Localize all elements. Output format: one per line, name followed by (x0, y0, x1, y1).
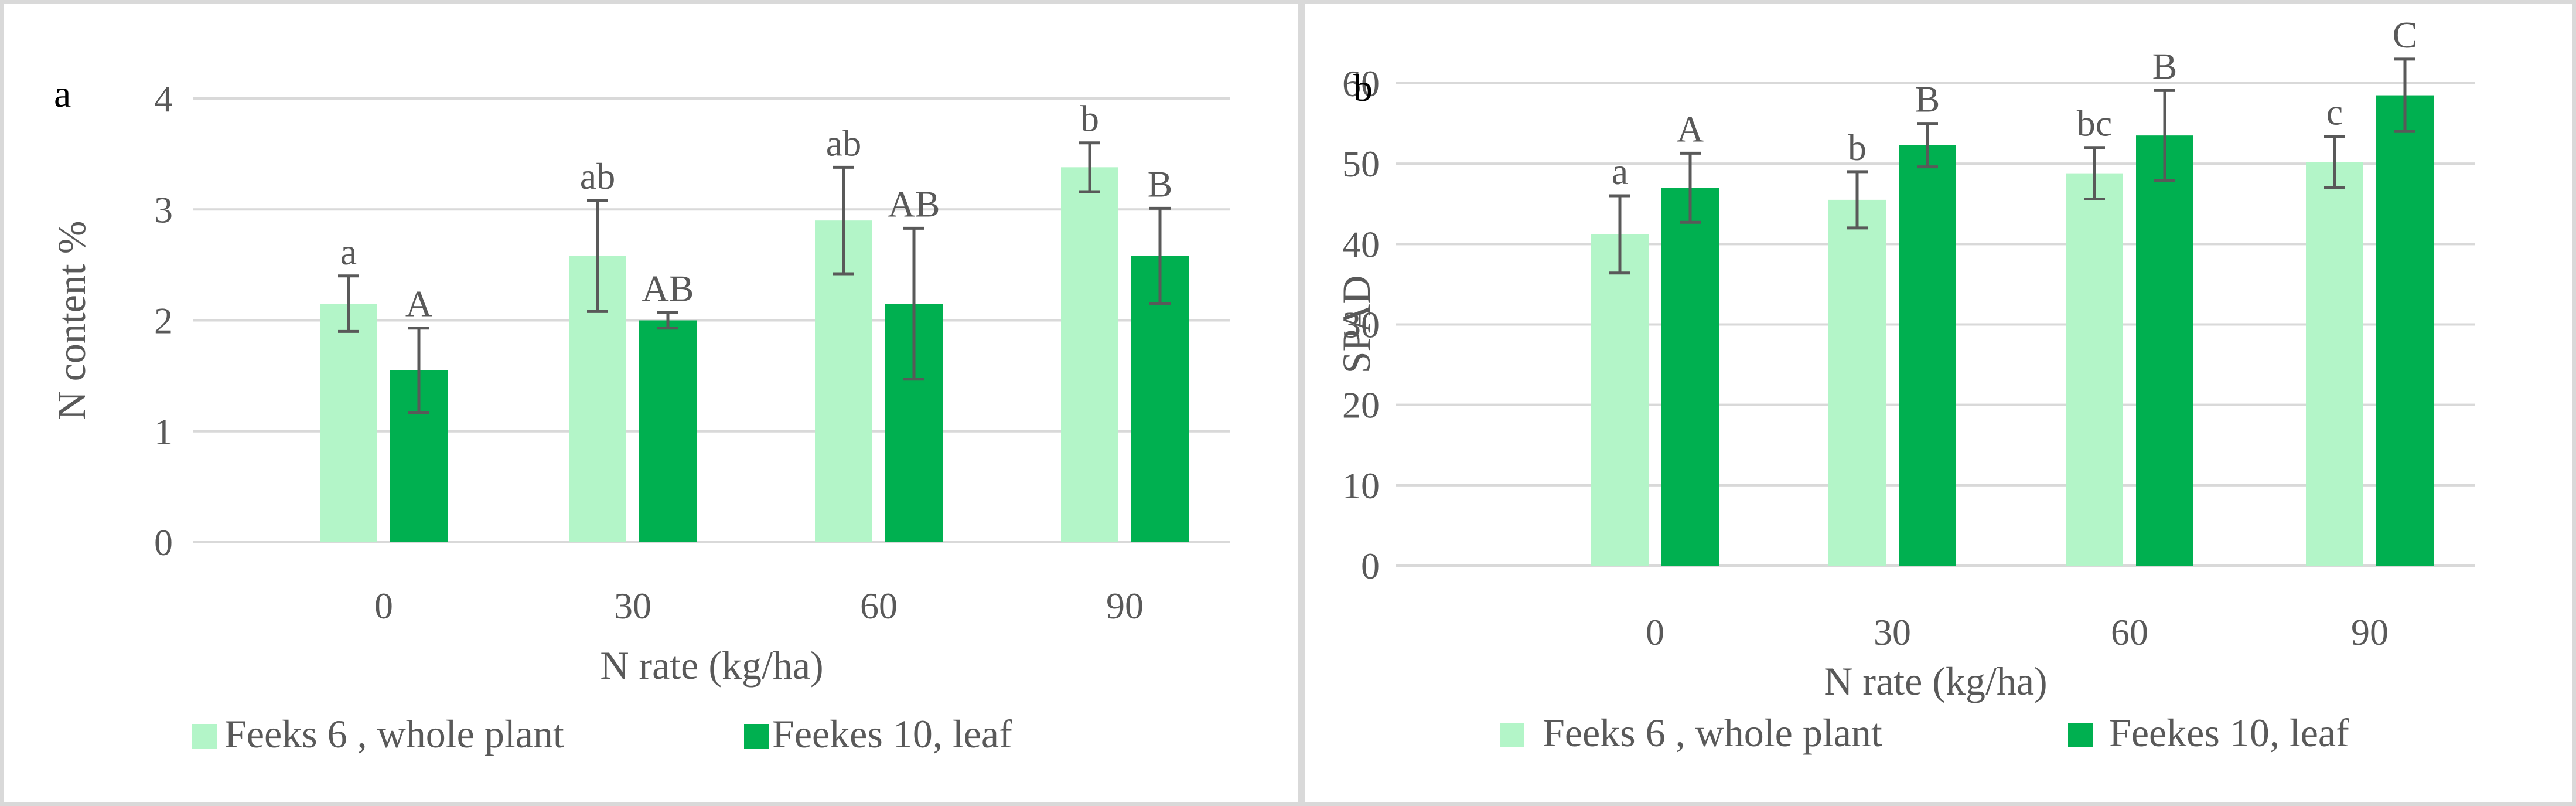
x-tick-label: 90 (2351, 611, 2389, 653)
y-tick-label: 20 (1342, 385, 1380, 426)
y-axis-title: SPAD (1334, 276, 1379, 374)
bar-feekes10 (2376, 95, 2434, 566)
bar-feeks6 (1828, 199, 1886, 566)
bar-feeks6 (1591, 234, 1649, 566)
x-tick-label: 90 (1106, 585, 1144, 627)
chart-panel-b: 0 10 20 30 40 50 60 a b bc c A B B C 0 30 60 90 N rate (kg/… (1302, 0, 2576, 806)
bar-feeks6 (320, 304, 377, 542)
legend-label: Feeks 6 , whole plant (224, 712, 564, 756)
significance-letter: a (340, 231, 357, 273)
significance-letter: AB (888, 183, 940, 225)
significance-letter: AB (642, 267, 694, 309)
y-tick-label: 40 (1342, 223, 1380, 265)
x-tick-label: 30 (1874, 611, 1911, 653)
legend-swatch (744, 724, 769, 749)
x-tick-label: 60 (860, 585, 898, 627)
significance-letter: B (2152, 45, 2178, 87)
legend-swatch (1500, 723, 1524, 747)
y-tick-label: 3 (154, 189, 173, 230)
panel-label: b (1353, 67, 1373, 110)
significance-letter: a (1612, 151, 1628, 192)
significance-letter: ab (580, 155, 615, 197)
chart-panel-a: 0 1 2 3 4 a ab ab b A AB AB B 0 30 60 90 N rate (kg/ha) N … (0, 0, 1302, 806)
x-tick-label: 30 (614, 585, 651, 627)
legend-label: Feeks 6 , whole plant (1543, 710, 1882, 755)
bar-feeks6 (2066, 173, 2123, 566)
x-tick-label: 0 (1646, 611, 1664, 653)
y-tick-label: 10 (1342, 465, 1380, 506)
x-axis-title: N rate (kg/ha) (1824, 659, 2047, 703)
bar-feekes10 (1661, 188, 1719, 566)
bar-feekes10 (639, 320, 697, 542)
x-tick-label: 0 (374, 585, 393, 627)
legend-label: Feekes 10, leaf (2109, 710, 2349, 755)
significance-letter: B (1148, 163, 1173, 205)
y-tick-label: 0 (1361, 545, 1380, 587)
x-tick-label: 60 (2111, 611, 2148, 653)
panel-label: a (54, 73, 71, 115)
legend-swatch (2068, 723, 2093, 747)
bar-feeks6 (2306, 162, 2363, 566)
significance-letter: A (405, 283, 432, 325)
significance-letter: b (1848, 127, 1867, 168)
x-axis-title: N rate (kg/ha) (600, 643, 823, 688)
significance-letter: ab (826, 122, 861, 164)
y-tick-label: 50 (1342, 143, 1380, 185)
y-tick-label: 60 (1342, 63, 1380, 104)
bar-feekes10 (2136, 135, 2193, 566)
y-tick-label: 30 (1342, 304, 1380, 346)
y-tick-label: 2 (154, 300, 173, 342)
y-axis-title: N content % (49, 221, 94, 420)
significance-letter: A (1677, 108, 1704, 149)
y-tick-label: 1 (154, 411, 173, 453)
significance-letter: C (2393, 14, 2418, 56)
bar-feeks6 (1061, 167, 1118, 543)
chart-a-svg: 0 1 2 3 4 a ab ab b A AB AB B 0 30 60 90 N rate (kg/ha) N … (49, 73, 1230, 756)
significance-letter: bc (2077, 103, 2112, 144)
significance-letter: B (1915, 79, 1940, 120)
legend-label: Feekes 10, leaf (772, 712, 1012, 756)
significance-letter: b (1080, 98, 1099, 140)
y-tick-label: 4 (154, 78, 173, 120)
bar-feekes10 (1899, 145, 1956, 566)
significance-letter: c (2326, 91, 2343, 133)
chart-b-svg: 0 10 20 30 40 50 60 a b bc c A B B C 0 30 60 90 N rate (kg/… (1334, 14, 2475, 755)
y-tick-label: 0 (154, 522, 173, 563)
legend-swatch (192, 724, 217, 749)
